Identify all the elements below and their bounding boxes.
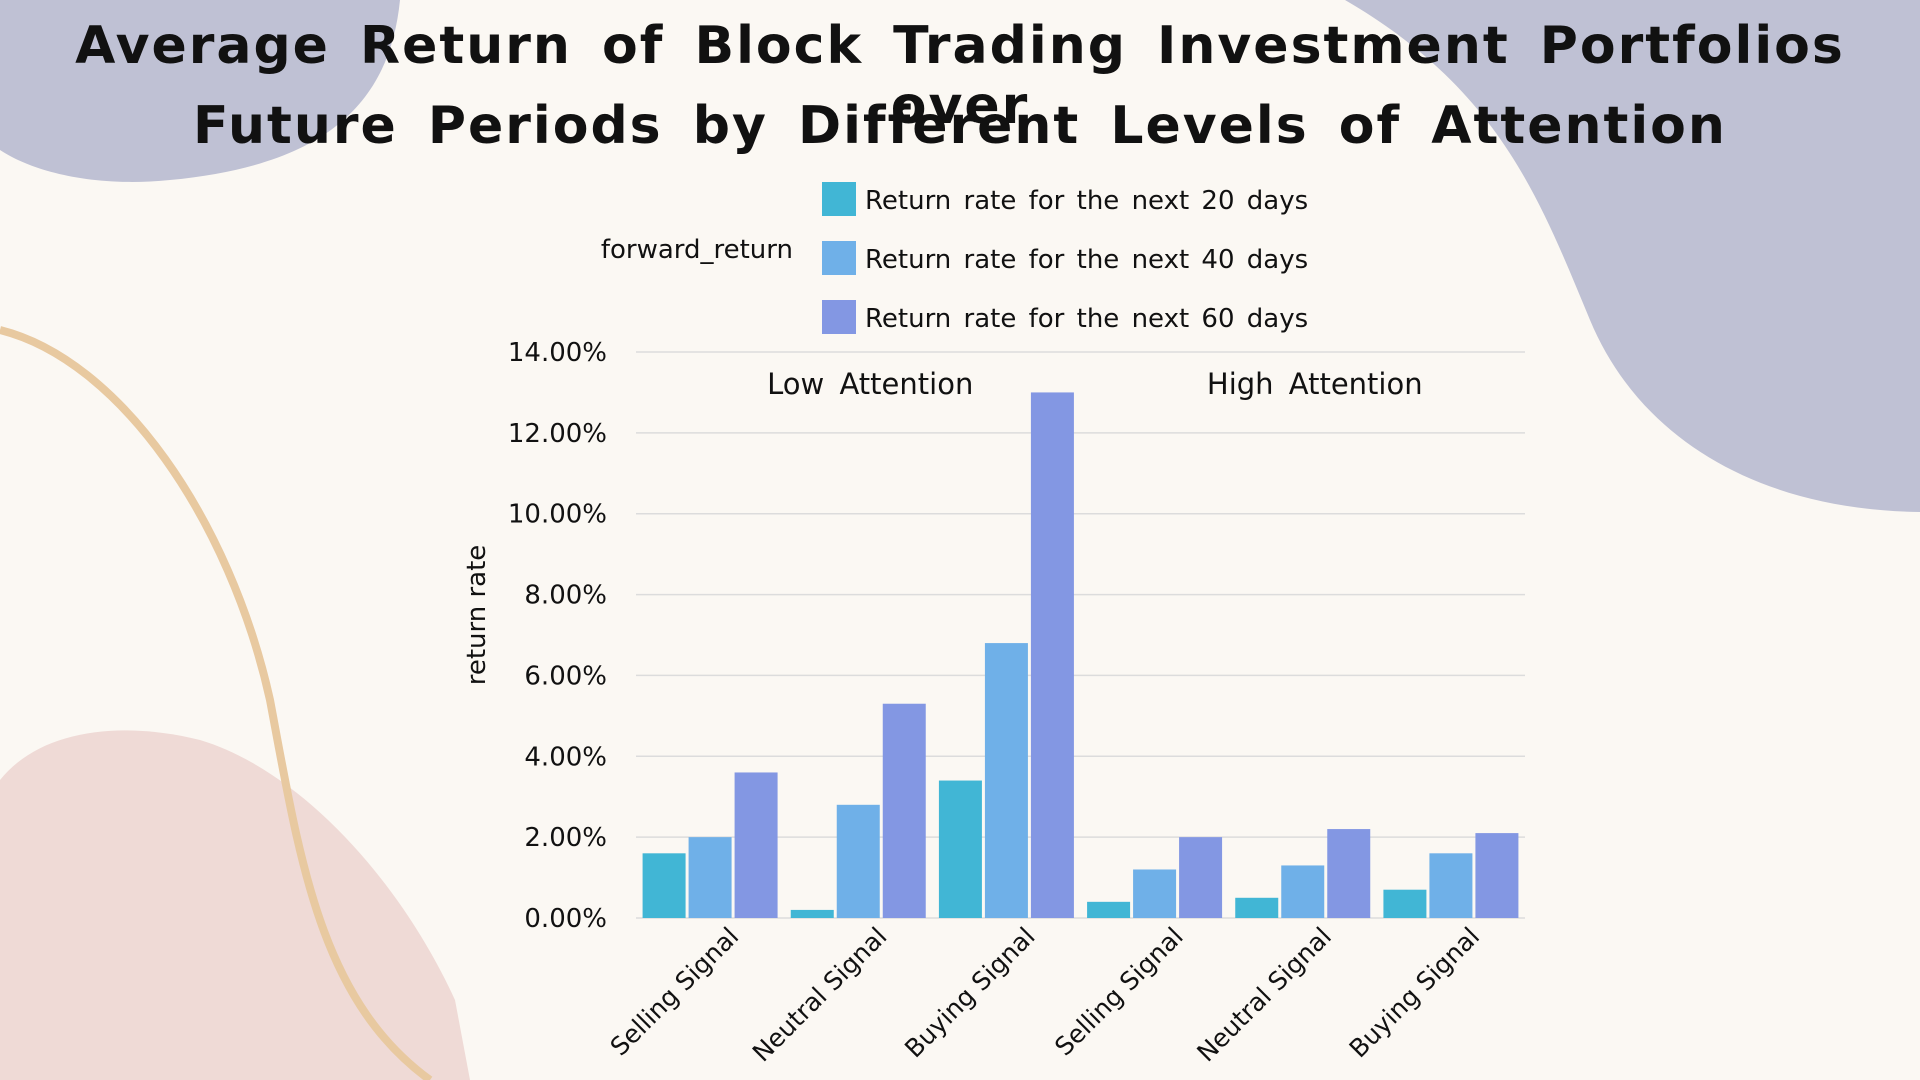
bar-60d bbox=[882, 703, 926, 918]
bar-40d bbox=[984, 643, 1028, 918]
y-tick-label: 12.00% bbox=[508, 419, 607, 449]
group-label: Low Attention bbox=[767, 367, 973, 401]
bar-20d bbox=[1087, 901, 1131, 918]
x-tick-label: Selling Signal bbox=[605, 922, 745, 1062]
bar-20d bbox=[642, 853, 686, 918]
bar-60d bbox=[1179, 837, 1223, 918]
bar-40d bbox=[1429, 853, 1473, 918]
y-tick-label: 2.00% bbox=[524, 823, 607, 853]
x-axis-tick-labels: Selling Signal Neutral Signal Buying Signa… bbox=[605, 922, 1486, 1068]
chart-title-line-1: Average Return of Block Trading Investme… bbox=[75, 16, 1845, 136]
x-tick-label: Neutral Signal bbox=[1191, 922, 1337, 1068]
y-tick-label: 6.00% bbox=[524, 661, 607, 691]
chart-title-line-2: Future Periods by Different Levels of At… bbox=[193, 96, 1727, 156]
x-tick-label: Buying Signal bbox=[1344, 922, 1486, 1064]
bar-60d bbox=[1475, 833, 1519, 918]
x-tick-label: Neutral Signal bbox=[747, 922, 893, 1068]
bar-40d bbox=[688, 837, 732, 918]
y-tick-label: 8.00% bbox=[524, 581, 607, 611]
group-labels: Low Attention High Attention bbox=[767, 367, 1422, 401]
y-tick-label: 10.00% bbox=[508, 500, 607, 530]
legend-title: forward_return bbox=[601, 235, 793, 265]
legend: Return rate for the next 20 days Return r… bbox=[822, 182, 1308, 334]
bar-20d bbox=[1235, 897, 1279, 918]
bar-60d bbox=[1030, 392, 1074, 918]
gridlines bbox=[636, 351, 1525, 919]
bar-20d bbox=[1383, 889, 1427, 918]
background-blob-top-right bbox=[1345, 0, 1920, 512]
x-tick-label: Buying Signal bbox=[899, 922, 1041, 1064]
bar-20d bbox=[790, 909, 834, 918]
bar-60d bbox=[734, 772, 778, 918]
legend-label: Return rate for the next 20 days bbox=[865, 186, 1308, 216]
bar-60d bbox=[1327, 829, 1371, 918]
bar-20d bbox=[938, 780, 982, 918]
legend-swatch bbox=[822, 300, 856, 334]
legend-swatch bbox=[822, 241, 856, 275]
bars bbox=[642, 392, 1519, 918]
bar-40d bbox=[1281, 865, 1325, 918]
y-axis-tick-labels: 0.00% 2.00% 4.00% 6.00% 8.00% 10.00% 12.00% 14.… bbox=[508, 338, 607, 934]
x-tick-label: Selling Signal bbox=[1049, 922, 1189, 1062]
legend-label: Return rate for the next 60 days bbox=[865, 304, 1308, 334]
background-curve-line bbox=[0, 326, 433, 1080]
bar-40d bbox=[836, 804, 880, 918]
y-tick-label: 14.00% bbox=[508, 338, 607, 368]
y-tick-label: 4.00% bbox=[524, 742, 607, 772]
legend-swatch bbox=[822, 182, 856, 216]
bar-40d bbox=[1133, 869, 1177, 918]
y-axis-label: return rate bbox=[462, 545, 492, 686]
y-tick-label: 0.00% bbox=[524, 904, 607, 934]
legend-label: Return rate for the next 40 days bbox=[865, 245, 1308, 275]
background-blob-top-left bbox=[0, 0, 400, 182]
group-label: High Attention bbox=[1207, 367, 1423, 401]
